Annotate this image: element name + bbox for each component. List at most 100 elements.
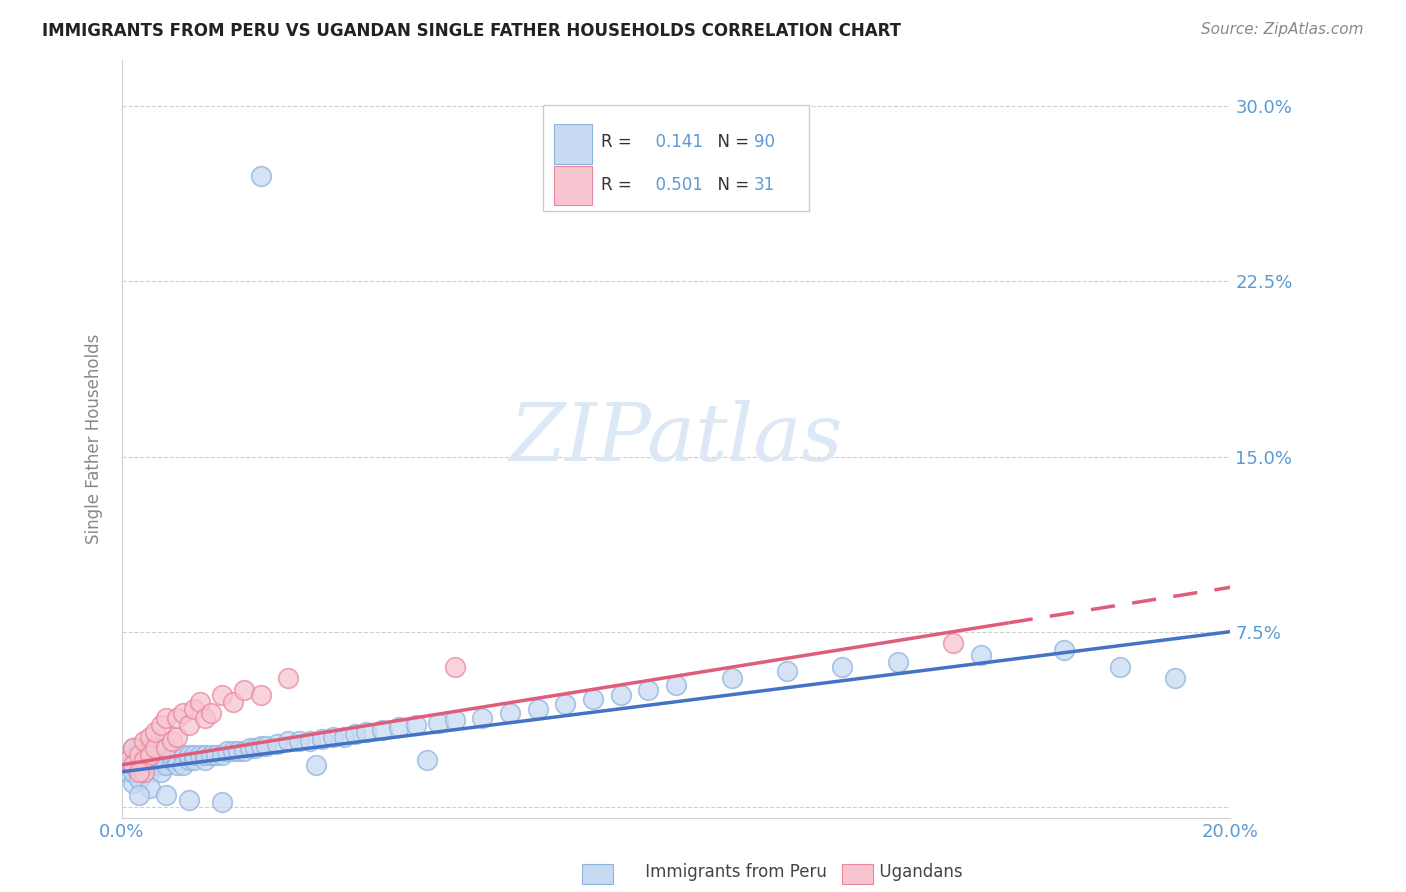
Point	[139, 753, 162, 767]
Point	[122, 757, 145, 772]
Point	[388, 720, 411, 734]
Point	[117, 753, 139, 767]
Point	[143, 757, 166, 772]
Point	[149, 757, 172, 772]
Point	[277, 671, 299, 685]
Text: N =: N =	[707, 176, 755, 194]
Point	[254, 739, 277, 753]
Point	[942, 636, 965, 650]
Point	[1108, 659, 1130, 673]
Point	[249, 688, 271, 702]
Point	[183, 753, 205, 767]
Point	[155, 748, 177, 763]
Point	[970, 648, 993, 662]
Point	[122, 753, 145, 767]
Point	[134, 734, 156, 748]
Point	[143, 753, 166, 767]
Point	[238, 741, 260, 756]
Point	[233, 683, 256, 698]
Point	[149, 753, 172, 767]
Point	[128, 748, 150, 763]
Point	[526, 702, 548, 716]
Point	[665, 678, 688, 692]
Point	[128, 772, 150, 786]
Point	[887, 655, 910, 669]
Point	[128, 748, 150, 763]
Text: Source: ZipAtlas.com: Source: ZipAtlas.com	[1201, 22, 1364, 37]
Point	[211, 688, 233, 702]
Point	[228, 744, 250, 758]
Text: IMMIGRANTS FROM PERU VS UGANDAN SINGLE FATHER HOUSEHOLDS CORRELATION CHART: IMMIGRANTS FROM PERU VS UGANDAN SINGLE F…	[42, 22, 901, 40]
Point	[166, 730, 188, 744]
Point	[305, 757, 328, 772]
Point	[128, 757, 150, 772]
Point	[166, 711, 188, 725]
Point	[139, 730, 162, 744]
Point	[200, 748, 222, 763]
Point	[222, 695, 245, 709]
Point	[177, 748, 200, 763]
Point	[134, 748, 156, 763]
Point	[128, 741, 150, 756]
Point	[139, 741, 162, 756]
Text: R =: R =	[600, 133, 637, 151]
Point	[139, 748, 162, 763]
Point	[122, 764, 145, 779]
Point	[177, 793, 200, 807]
Point	[143, 748, 166, 763]
Point	[172, 757, 194, 772]
Point	[637, 683, 659, 698]
FancyBboxPatch shape	[543, 105, 810, 211]
Point	[128, 788, 150, 802]
Text: R =: R =	[600, 176, 637, 194]
Point	[211, 748, 233, 763]
Point	[139, 764, 162, 779]
Point	[200, 706, 222, 721]
Point	[122, 776, 145, 790]
Point	[194, 711, 217, 725]
Point	[117, 764, 139, 779]
Point	[831, 659, 853, 673]
Point	[194, 748, 217, 763]
Point	[720, 671, 742, 685]
Point	[332, 730, 354, 744]
Point	[610, 688, 633, 702]
Point	[311, 732, 333, 747]
Point	[343, 727, 366, 741]
Point	[134, 753, 156, 767]
Point	[1164, 671, 1187, 685]
Point	[183, 748, 205, 763]
Point	[139, 781, 162, 796]
Point	[222, 744, 245, 758]
Point	[249, 739, 271, 753]
Text: 90: 90	[754, 133, 775, 151]
Point	[122, 741, 145, 756]
Point	[134, 764, 156, 779]
Point	[188, 695, 211, 709]
Point	[288, 734, 311, 748]
Point	[277, 734, 299, 748]
Point	[134, 753, 156, 767]
Point	[443, 659, 465, 673]
Point	[143, 741, 166, 756]
Point	[776, 665, 799, 679]
Point	[172, 706, 194, 721]
Point	[471, 711, 494, 725]
Point	[117, 748, 139, 763]
Point	[266, 737, 288, 751]
Point	[405, 718, 427, 732]
Point	[299, 734, 322, 748]
Point	[155, 741, 177, 756]
FancyBboxPatch shape	[554, 166, 592, 205]
Point	[155, 788, 177, 802]
Point	[426, 715, 449, 730]
Point	[183, 702, 205, 716]
Point	[582, 692, 605, 706]
Point	[211, 795, 233, 809]
Text: 31: 31	[754, 176, 775, 194]
Point	[243, 741, 266, 756]
Point	[1053, 643, 1076, 657]
Point	[249, 169, 271, 184]
Point	[160, 753, 183, 767]
Point	[122, 757, 145, 772]
